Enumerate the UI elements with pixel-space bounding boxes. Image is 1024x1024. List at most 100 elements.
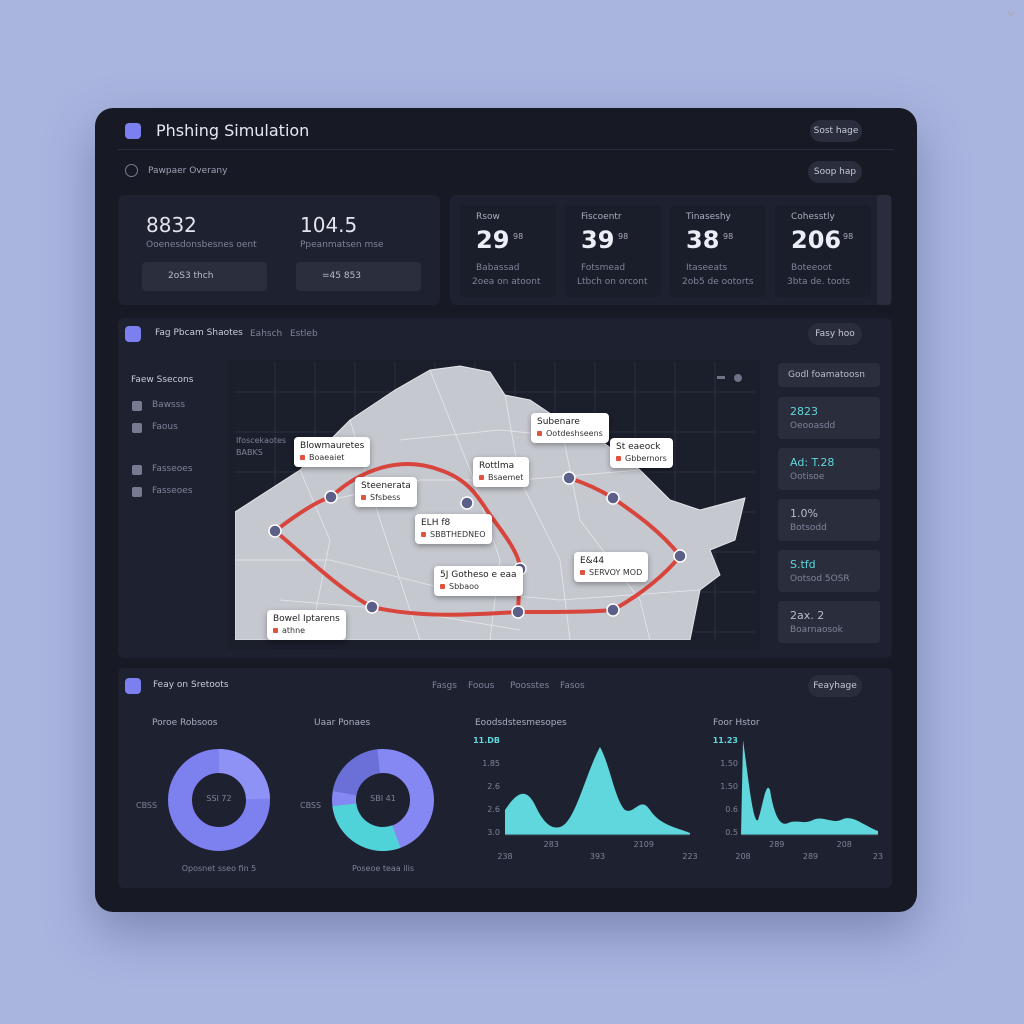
summary-value: 8832	[146, 213, 197, 237]
donut-center: SSI 72	[206, 794, 232, 803]
charts-title: Feay on Sretoots	[153, 680, 229, 690]
summary-label: Ooenesdonsbesnes oent	[146, 240, 257, 250]
y-label: 11.DB	[473, 736, 500, 745]
info-card[interactable]	[778, 601, 880, 643]
info-label: Boarnaosok	[790, 625, 843, 635]
sidebar-item[interactable]: Bawsss	[152, 400, 186, 410]
stat-title: Rsow	[476, 212, 500, 222]
callout-text: Ootdeshseens	[537, 428, 603, 440]
stat-note: 2ob5 de ootorts	[682, 277, 754, 287]
y-label: 1.50	[720, 782, 738, 791]
info-label: Ootisoe	[790, 472, 825, 482]
map-tab[interactable]: Estleb	[290, 329, 318, 339]
y-label: 2.6	[487, 782, 500, 791]
donut-2	[332, 748, 434, 851]
info-select[interactable]: Godl foamatoosn	[778, 363, 880, 387]
app-icon	[125, 123, 141, 139]
info-value: 1.0%	[790, 507, 818, 520]
x-label: 283	[543, 840, 559, 849]
map-button[interactable]: Fasy hoo	[808, 323, 862, 345]
stat-title: Cohesstly	[791, 212, 835, 222]
info-card[interactable]	[778, 448, 880, 490]
area-title: Eoodsdstesmesopes	[475, 718, 567, 728]
x-label: 208	[735, 852, 751, 861]
chart-tab[interactable]: Fasos	[560, 681, 585, 691]
y-label: 0.6	[725, 805, 738, 814]
x-label: 2109	[633, 840, 654, 849]
info-card[interactable]	[778, 499, 880, 541]
x-label: 289	[769, 840, 785, 849]
chart-tab[interactable]: Poosstes	[510, 681, 550, 691]
stat-value: 206	[791, 226, 842, 254]
map-tools[interactable]	[717, 374, 742, 382]
x-label: 223	[682, 852, 698, 861]
x-label: 208	[836, 840, 852, 849]
info-value: 2823	[790, 405, 818, 418]
charts-icon	[125, 678, 141, 694]
info-label: Ootsod 5OSR	[790, 574, 850, 584]
x-label: 393	[589, 852, 606, 861]
map-callout: Subenare Ootdeshseens	[531, 413, 609, 443]
stat-title: Fiscoentr	[581, 212, 622, 222]
info-label: Oeooasdd	[790, 421, 836, 431]
chart-tab[interactable]: Fasgs	[432, 681, 457, 691]
charts-button[interactable]: Feayhage	[808, 675, 862, 697]
y-label: 1.50	[720, 759, 738, 768]
map-tab[interactable]: Eahsch	[250, 329, 283, 339]
y-label: 3.0	[487, 828, 500, 837]
map-callout: Rottlma Bsaemet	[473, 457, 530, 487]
callout-title: St eaeock	[616, 442, 661, 452]
y-label: 0.5	[725, 828, 738, 837]
scrollbar	[877, 195, 891, 305]
summary-select[interactable]: 2oS3 thch	[142, 262, 267, 291]
info-value: S.tfd	[790, 558, 816, 571]
callout-text: SERVOY MOD	[580, 567, 642, 579]
donut-title: Poroe Robsoos	[152, 718, 218, 728]
stat-value: 38	[686, 226, 720, 254]
map-callout: E&44 SERVOY MOD	[574, 552, 649, 582]
chart-tab[interactable]: Foous	[468, 681, 495, 691]
callout-text: Sfsbess	[361, 492, 411, 504]
donut-center: SBI 41	[370, 794, 396, 803]
stat-sup: 98	[723, 232, 734, 241]
header-button[interactable]: Sost hage	[810, 120, 862, 142]
area-chart-2	[741, 740, 878, 836]
info-card[interactable]	[778, 550, 880, 592]
overview-button[interactable]: Soop hap	[808, 161, 862, 183]
map-callout: Blowmauretes Boaeaiet	[294, 437, 371, 467]
select-caret	[1007, 8, 1016, 17]
map-callout: St eaeock Gbbernors	[610, 438, 673, 468]
sidebar-icon	[132, 465, 142, 475]
stat-sup: 98	[843, 232, 854, 241]
sidebar-item[interactable]: Fasseoes	[152, 486, 193, 496]
info-label: Botsodd	[790, 523, 827, 533]
summary-value: 104.5	[300, 213, 358, 237]
overview-icon	[125, 164, 138, 177]
callout-title: Blowmauretes	[300, 441, 365, 451]
map	[235, 362, 755, 640]
sidebar-icon	[132, 423, 142, 433]
map-callout: Bowel Iptarens athne	[267, 610, 346, 640]
x-label: 238	[497, 852, 513, 861]
callout-title: Bowel Iptarens	[273, 614, 340, 624]
stat-sup: 98	[513, 232, 524, 241]
callout-title: Steenerata	[361, 481, 411, 491]
callout-title: E&44	[580, 556, 605, 566]
donut-side: CBSS	[300, 801, 322, 810]
app-title: Phshing Simulation	[156, 121, 310, 140]
map-callout: ELH f8 SBBTHEDNEO	[415, 514, 492, 544]
callout-title: Rottlma	[479, 461, 515, 471]
stat-note: 3bta de. toots	[787, 277, 851, 287]
x-label: 23	[872, 852, 884, 861]
callout-text: Gbbernors	[616, 453, 667, 465]
info-card[interactable]	[778, 397, 880, 439]
summary-select[interactable]: =45 853	[296, 262, 421, 291]
callout-text: Sbbaoo	[440, 581, 517, 593]
sidebar-item[interactable]: Faous	[152, 422, 178, 432]
sidebar-item[interactable]: Fasseoes	[152, 464, 193, 474]
map-section-title: Fag Pbcam Shaotes	[155, 328, 243, 338]
donut-caption: Poseoe teaa ilis	[351, 864, 415, 873]
map-callout: 5J Gotheso e eaa Sbbaoo	[434, 566, 523, 596]
stat-label: Itaseeats	[686, 263, 728, 273]
